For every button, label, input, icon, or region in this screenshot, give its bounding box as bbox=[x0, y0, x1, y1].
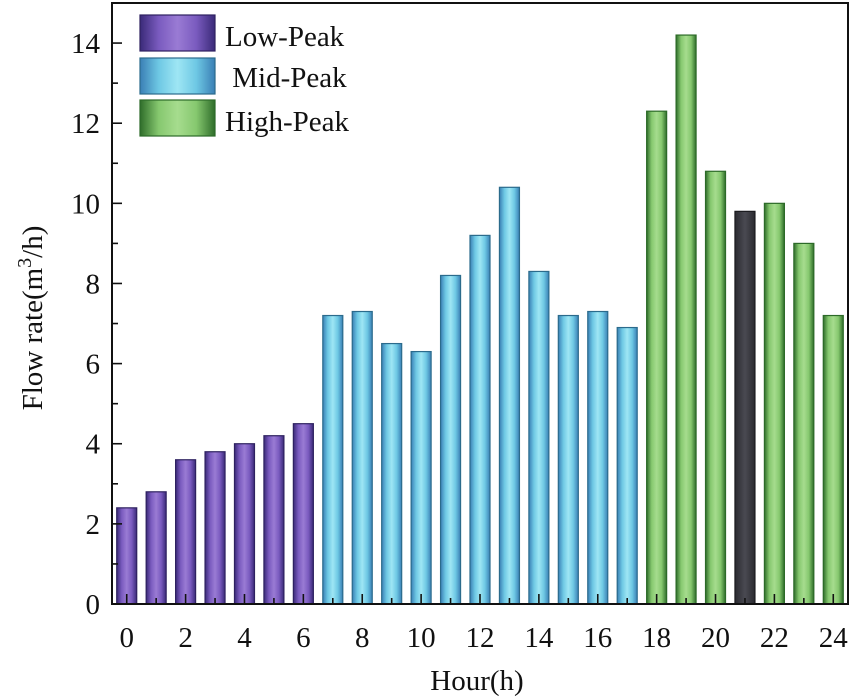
bar-hour-20 bbox=[704, 170, 727, 605]
x-tick-label-2: 2 bbox=[178, 622, 193, 654]
bar-hour-17 bbox=[616, 326, 638, 605]
bar-hour-11 bbox=[439, 274, 462, 605]
y-axis-title: Flow rate(m3/h) bbox=[14, 226, 49, 411]
x-tick-label-12: 12 bbox=[466, 622, 495, 654]
bar-hour-16 bbox=[587, 310, 609, 605]
x-tick-label-14: 14 bbox=[524, 622, 554, 654]
x-tick-label-10: 10 bbox=[407, 622, 436, 654]
legend-swatch-low-peak bbox=[139, 14, 216, 52]
x-tick-label-20: 20 bbox=[701, 622, 730, 654]
bar-hour-12 bbox=[469, 234, 491, 605]
x-tick-label-16: 16 bbox=[583, 622, 612, 654]
x-tick-label-24: 24 bbox=[819, 622, 849, 654]
bar-hour-6 bbox=[292, 423, 314, 605]
y-tick-label-12: 12 bbox=[71, 108, 100, 140]
y-tick-label-14: 14 bbox=[71, 28, 101, 60]
bar-hour-0 bbox=[116, 507, 138, 605]
bar-hour-5 bbox=[263, 435, 285, 605]
legend: Low-Peak Mid-Peak High-Peak bbox=[139, 14, 350, 138]
bar-hour-7 bbox=[322, 314, 344, 605]
legend-label-mid-peak: Mid-Peak bbox=[225, 62, 347, 94]
bar-hour-21 bbox=[734, 210, 756, 605]
x-axis-title: Hour(h) bbox=[430, 665, 523, 697]
bar-hour-15 bbox=[557, 314, 579, 605]
y-axis-title-superscript: 3 bbox=[14, 258, 36, 268]
x-tick-label-0: 0 bbox=[119, 622, 134, 654]
bars-layer bbox=[116, 34, 844, 605]
bar-hour-4 bbox=[233, 443, 256, 605]
y-tick-label-0: 0 bbox=[86, 589, 101, 621]
x-tick-label-22: 22 bbox=[760, 622, 789, 654]
bar-hour-24 bbox=[822, 314, 844, 605]
bar-hour-10 bbox=[410, 350, 432, 605]
y-tick-label-6: 6 bbox=[86, 349, 101, 381]
bar-hour-18 bbox=[646, 110, 668, 605]
bar-hour-3 bbox=[204, 451, 226, 605]
x-tick-label-8: 8 bbox=[355, 622, 370, 654]
legend-label-low-peak: Low-Peak bbox=[225, 21, 345, 53]
bar-hour-9 bbox=[381, 342, 403, 605]
bar-hour-19 bbox=[675, 34, 697, 605]
bar-hour-14 bbox=[528, 270, 550, 605]
bar-hour-22 bbox=[763, 202, 786, 605]
legend-swatch-high-peak bbox=[139, 99, 216, 137]
bar-hour-8 bbox=[351, 310, 373, 605]
y-axis-title-main: Flow rate(m bbox=[17, 267, 49, 410]
y-tick-label-10: 10 bbox=[71, 188, 100, 220]
legend-swatch-mid-peak bbox=[139, 57, 216, 95]
bar-hour-23 bbox=[793, 242, 815, 605]
x-tick-label-18: 18 bbox=[642, 622, 671, 654]
y-tick-label-8: 8 bbox=[86, 268, 101, 300]
x-tick-label-4: 4 bbox=[237, 622, 252, 654]
y-tick-label-2: 2 bbox=[86, 509, 101, 541]
axes-layer bbox=[111, 2, 849, 605]
bar-hour-2 bbox=[175, 459, 197, 605]
x-tick-label-6: 6 bbox=[296, 622, 311, 654]
y-axis-title-end: /h) bbox=[17, 226, 49, 258]
legend-label-high-peak: High-Peak bbox=[225, 106, 350, 138]
y-tick-label-4: 4 bbox=[86, 429, 101, 461]
bar-hour-13 bbox=[498, 186, 521, 605]
bar-hour-1 bbox=[145, 491, 167, 605]
